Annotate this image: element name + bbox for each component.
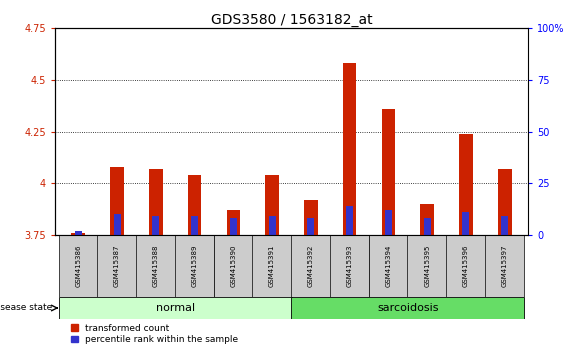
Bar [59, 235, 98, 297]
Bar [136, 235, 176, 297]
Bar [408, 235, 447, 297]
Text: GSM415393: GSM415393 [347, 245, 352, 287]
Bar [114, 214, 120, 235]
Bar [462, 212, 470, 235]
Bar [446, 235, 486, 297]
Text: sarcoidosis: sarcoidosis [377, 303, 439, 313]
Bar [265, 175, 279, 235]
Bar [424, 218, 431, 235]
Bar [498, 169, 512, 235]
Bar [75, 231, 82, 235]
Text: GSM415388: GSM415388 [153, 245, 159, 287]
Bar [269, 216, 276, 235]
Bar [188, 175, 202, 235]
Bar [72, 233, 85, 235]
Text: GSM415394: GSM415394 [386, 245, 391, 287]
Bar [153, 216, 159, 235]
Bar [97, 235, 137, 297]
Title: GDS3580 / 1563182_at: GDS3580 / 1563182_at [211, 13, 372, 27]
Text: normal: normal [155, 303, 195, 313]
Text: GSM415390: GSM415390 [230, 245, 236, 287]
Bar [346, 206, 353, 235]
Bar [369, 235, 408, 297]
Bar [252, 235, 292, 297]
Bar [421, 204, 434, 235]
Bar [385, 210, 392, 235]
Text: GSM415396: GSM415396 [463, 245, 469, 287]
Bar [501, 216, 508, 235]
Bar [485, 235, 525, 297]
Bar [175, 235, 215, 297]
Bar [213, 235, 253, 297]
Bar [304, 200, 318, 235]
Text: GSM415391: GSM415391 [269, 245, 275, 287]
Text: GSM415386: GSM415386 [75, 245, 81, 287]
Text: GSM415392: GSM415392 [308, 245, 314, 287]
Text: GSM415395: GSM415395 [424, 245, 430, 287]
Text: GSM415387: GSM415387 [114, 245, 120, 287]
Bar [226, 210, 240, 235]
Bar [382, 109, 395, 235]
Bar [149, 169, 163, 235]
Bar [59, 297, 292, 319]
Text: GSM415397: GSM415397 [502, 245, 508, 287]
Bar [343, 63, 356, 235]
Bar [291, 235, 330, 297]
Bar [230, 218, 237, 235]
Legend: transformed count, percentile rank within the sample: transformed count, percentile rank withi… [71, 324, 238, 344]
Bar [459, 133, 473, 235]
Text: GSM415389: GSM415389 [191, 245, 198, 287]
Bar [291, 297, 525, 319]
Bar [330, 235, 369, 297]
Bar [191, 216, 198, 235]
Bar [307, 218, 314, 235]
Text: disease state: disease state [0, 303, 52, 313]
Bar [110, 167, 124, 235]
